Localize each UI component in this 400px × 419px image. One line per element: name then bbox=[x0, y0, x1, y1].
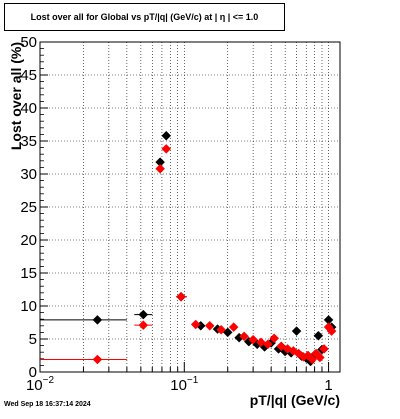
data-point bbox=[239, 331, 250, 342]
data-point bbox=[161, 144, 172, 154]
data-point bbox=[161, 130, 172, 141]
grid-lines bbox=[40, 42, 340, 372]
y-tick-label: 40 bbox=[20, 100, 37, 117]
y-tick-label: 5 bbox=[29, 331, 37, 348]
x-tick-label: 10−1 bbox=[170, 375, 199, 394]
data-point bbox=[92, 315, 103, 325]
data-point bbox=[92, 354, 103, 365]
y-axis-title: Lost over all (%) bbox=[8, 42, 24, 150]
y-tick-label: 10 bbox=[20, 298, 37, 315]
y-tick-label: 45 bbox=[20, 67, 37, 84]
x-tick-label: 10−2 bbox=[26, 375, 55, 394]
data-point bbox=[190, 319, 201, 330]
data-point bbox=[155, 163, 165, 174]
x-tick-exponent: −2 bbox=[43, 375, 55, 386]
data-point bbox=[319, 344, 329, 354]
data-point bbox=[138, 320, 149, 330]
data-point bbox=[204, 320, 215, 331]
timestamp-label: Wed Sep 18 16:37:14 2024 bbox=[4, 401, 91, 408]
chart-title: Lost over all for Global vs pT/|q| (GeV/… bbox=[30, 12, 259, 22]
data-point bbox=[256, 337, 266, 348]
series-0 bbox=[40, 130, 337, 367]
data-point bbox=[176, 291, 186, 302]
data-point bbox=[313, 330, 324, 341]
y-tick-label: 35 bbox=[20, 133, 37, 150]
data-point bbox=[138, 309, 149, 320]
data-point bbox=[228, 322, 239, 332]
data-point bbox=[216, 324, 226, 335]
series-1 bbox=[40, 144, 337, 365]
chart-title-box: Lost over all for Global vs pT/|q| (GeV/… bbox=[4, 3, 285, 31]
x-axis-title: pT/|q| (GeV/c) bbox=[250, 392, 340, 408]
data-point bbox=[248, 334, 258, 345]
data-point bbox=[314, 352, 325, 363]
data-point bbox=[291, 326, 302, 336]
y-tick-label: 20 bbox=[20, 232, 37, 249]
y-tick-label: 15 bbox=[20, 265, 37, 282]
y-tick-label: 50 bbox=[20, 34, 37, 51]
data-point bbox=[269, 333, 280, 344]
y-tick-label: 0 bbox=[29, 364, 37, 381]
data-point bbox=[307, 354, 318, 365]
y-tick-label: 25 bbox=[20, 199, 37, 216]
data-point bbox=[263, 339, 273, 350]
x-tick-exponent: −1 bbox=[187, 375, 199, 386]
x-tick-label: 1 bbox=[324, 377, 332, 394]
y-tick-label: 30 bbox=[20, 166, 37, 183]
data-point bbox=[326, 326, 337, 336]
